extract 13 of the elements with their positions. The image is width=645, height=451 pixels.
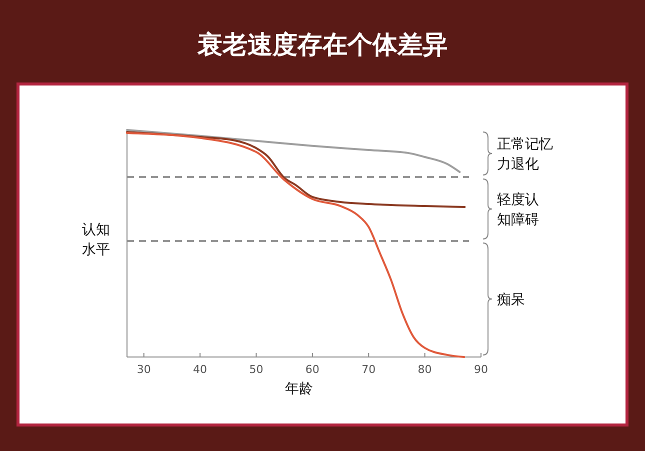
- text: 正常记忆力退化: [497, 136, 553, 172]
- x-axis-title: 年龄: [285, 381, 313, 397]
- x-tick-label: 40: [193, 363, 208, 376]
- x-tick-label: 90: [474, 363, 488, 376]
- chart-title: 衰老速度存在个体差异: [196, 30, 448, 59]
- y-axis-title: 认知水平: [82, 222, 110, 258]
- text: 轻度认知障碍: [497, 192, 539, 228]
- x-tick-label: 60: [305, 363, 320, 376]
- x-tick-label: 80: [418, 363, 432, 376]
- x-tick-label: 50: [249, 363, 264, 376]
- x-tick-label: 30: [136, 363, 151, 376]
- x-tick-label: 70: [362, 363, 376, 376]
- text: 痴呆: [497, 292, 525, 308]
